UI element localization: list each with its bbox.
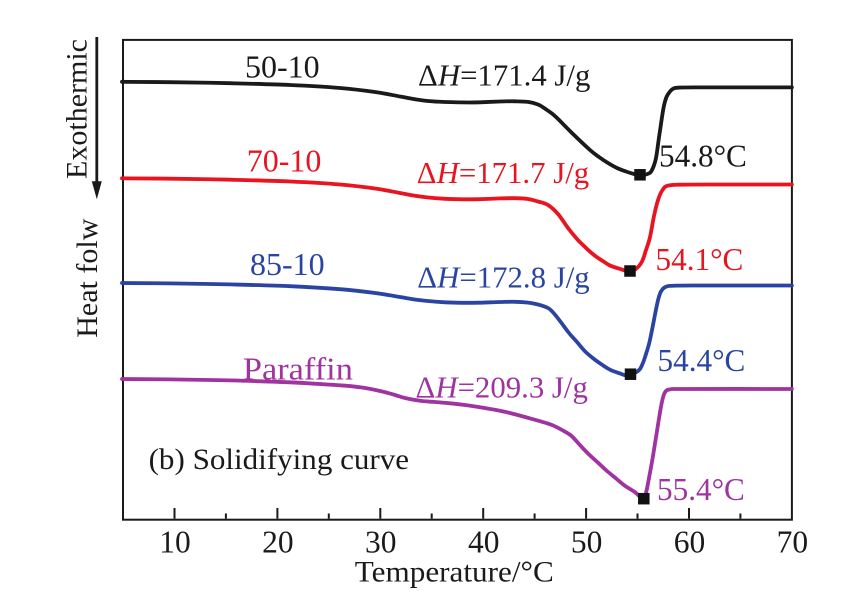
svg-text:ΔH=172.8 J/g: ΔH=172.8 J/g bbox=[417, 261, 589, 295]
svg-text:10: 10 bbox=[159, 524, 191, 559]
svg-text:50: 50 bbox=[571, 524, 603, 559]
svg-text:55.4°C: 55.4°C bbox=[657, 472, 745, 507]
svg-text:ΔH=209.3 J/g: ΔH=209.3 J/g bbox=[416, 371, 588, 405]
svg-text:60: 60 bbox=[674, 524, 706, 559]
svg-text:Heat folw: Heat folw bbox=[71, 218, 104, 337]
svg-text:54.1°C: 54.1°C bbox=[656, 242, 744, 277]
svg-text:(b) Solidifying curve: (b) Solidifying curve bbox=[149, 443, 410, 476]
svg-text:Exothermic: Exothermic bbox=[61, 39, 94, 179]
svg-text:50-10: 50-10 bbox=[245, 49, 320, 85]
svg-text:70: 70 bbox=[777, 524, 809, 559]
svg-text:ΔH=171.4 J/g: ΔH=171.4 J/g bbox=[418, 59, 590, 93]
svg-text:Temperature/°C: Temperature/°C bbox=[355, 556, 554, 589]
svg-text:70-10: 70-10 bbox=[247, 143, 322, 179]
svg-text:54.8°C: 54.8°C bbox=[659, 138, 747, 173]
svg-text:20: 20 bbox=[262, 524, 294, 559]
svg-text:Paraffin: Paraffin bbox=[243, 351, 353, 387]
svg-text:40: 40 bbox=[468, 524, 500, 559]
svg-text:85-10: 85-10 bbox=[250, 246, 325, 282]
svg-text:30: 30 bbox=[365, 524, 397, 559]
svg-text:ΔH=171.7 J/g: ΔH=171.7 J/g bbox=[417, 156, 589, 190]
svg-text:54.4°C: 54.4°C bbox=[658, 343, 746, 378]
